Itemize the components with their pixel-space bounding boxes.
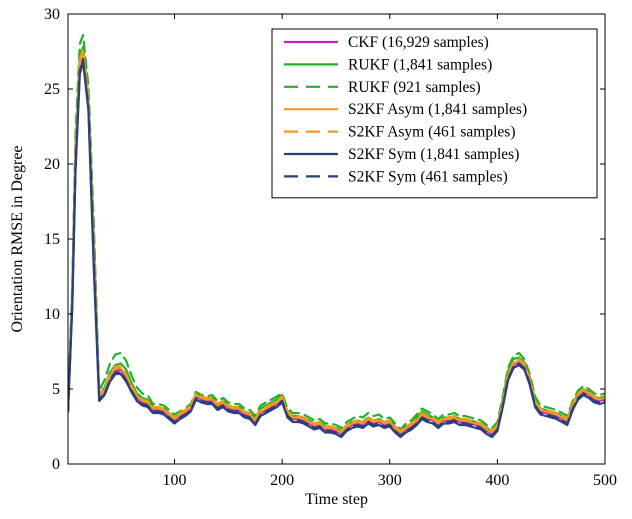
y-tick-label: 5 — [52, 381, 60, 398]
series-line — [68, 57, 605, 437]
x-axis-title: Time step — [305, 491, 368, 508]
series-line — [68, 33, 605, 431]
axes: 100 200 300 400 500 0 5 10 15 20 25 30 — [44, 6, 617, 489]
x-tick-label: 100 — [163, 472, 187, 489]
y-tick-label: 10 — [44, 306, 60, 323]
series-layer — [68, 33, 605, 439]
x-tick-label: 200 — [270, 472, 294, 489]
y-tick-label: 25 — [44, 81, 60, 98]
series-line — [68, 51, 605, 434]
legend-entry[interactable]: S2KF Sym (1,841 samples) — [348, 146, 519, 163]
y-tick-label: 30 — [44, 6, 60, 23]
x-tick-label: 300 — [378, 472, 402, 489]
y-tick-label: 20 — [44, 156, 60, 173]
legend-entry[interactable]: CKF (16,929 samples) — [348, 34, 489, 51]
x-tick-label: 500 — [593, 472, 617, 489]
y-tick-label: 15 — [44, 231, 60, 248]
legend-entry[interactable]: S2KF Sym (461 samples) — [348, 168, 508, 185]
series-line — [68, 48, 605, 433]
x-tick-label: 400 — [485, 472, 509, 489]
legend[interactable]: CKF (16,929 samples) RUKF (1,841 samples)… — [271, 28, 598, 199]
legend-entry[interactable]: RUKF (1,841 samples) — [348, 56, 492, 73]
legend-entry[interactable]: RUKF (921 samples) — [348, 79, 481, 96]
legend-entry[interactable]: S2KF Asym (1,841 samples) — [348, 101, 527, 118]
y-tick-label: 0 — [52, 456, 60, 473]
legend-box — [271, 28, 598, 199]
y-axis-title: Orientation RMSE in Degree — [9, 145, 26, 332]
legend-entry[interactable]: S2KF Asym (461 samples) — [348, 124, 516, 141]
series-line — [68, 60, 605, 439]
